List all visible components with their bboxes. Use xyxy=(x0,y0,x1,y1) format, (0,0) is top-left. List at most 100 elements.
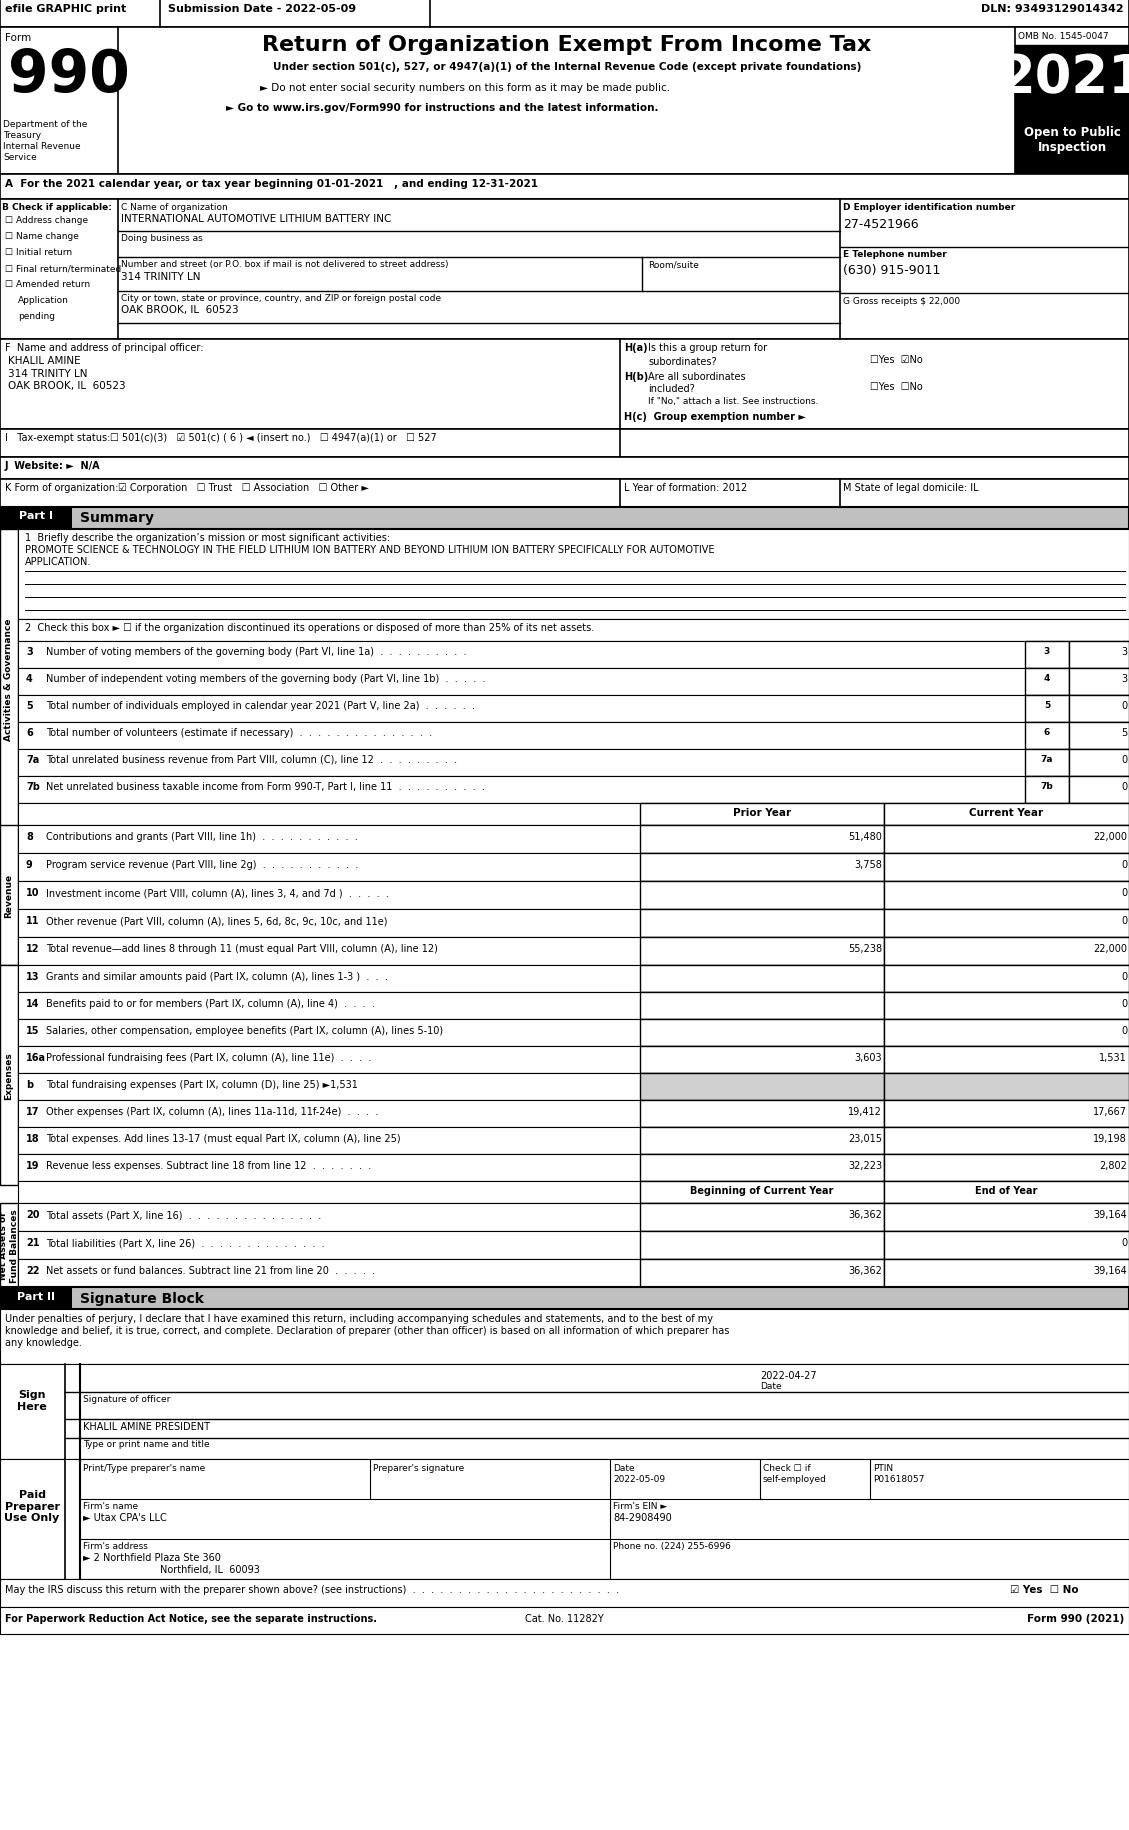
Text: 2022-04-27: 2022-04-27 xyxy=(760,1371,816,1380)
Text: Type or print name and title: Type or print name and title xyxy=(84,1438,210,1448)
Text: 2  Check this box ► ☐ if the organization discontinued its operations or dispose: 2 Check this box ► ☐ if the organization… xyxy=(25,622,594,633)
Text: 22: 22 xyxy=(26,1265,40,1276)
Text: 36,362: 36,362 xyxy=(848,1265,882,1276)
Text: 21: 21 xyxy=(26,1237,40,1248)
Bar xyxy=(0,176,1129,199)
Bar xyxy=(1069,642,1129,668)
Text: 13: 13 xyxy=(26,972,40,981)
Text: Salaries, other compensation, employee benefits (Part IX, column (A), lines 5-10: Salaries, other compensation, employee b… xyxy=(46,1025,443,1036)
Text: 6: 6 xyxy=(26,728,33,737)
Bar xyxy=(640,803,884,825)
Text: OAK BROOK, IL  60523: OAK BROOK, IL 60523 xyxy=(8,381,125,392)
Text: Number of independent voting members of the governing body (Part VI, line 1b)  .: Number of independent voting members of … xyxy=(46,673,485,684)
Text: Return of Organization Exempt From Income Tax: Return of Organization Exempt From Incom… xyxy=(262,35,872,55)
Text: Part I: Part I xyxy=(19,511,53,522)
Bar xyxy=(1069,668,1129,695)
Text: ► Utax CPA's LLC: ► Utax CPA's LLC xyxy=(84,1512,167,1523)
Text: Print/Type preparer's name: Print/Type preparer's name xyxy=(84,1464,205,1471)
Text: Revenue: Revenue xyxy=(5,873,14,917)
Bar xyxy=(0,1459,1129,1579)
Bar xyxy=(640,1047,884,1074)
Bar xyxy=(884,1100,1129,1127)
Text: 2,802: 2,802 xyxy=(1100,1160,1127,1171)
Text: DLN: 93493129014342: DLN: 93493129014342 xyxy=(981,4,1124,15)
Bar xyxy=(0,1607,1129,1634)
Text: ► Go to www.irs.gov/Form990 for instructions and the latest information.: ► Go to www.irs.gov/Form990 for instruct… xyxy=(226,102,658,113)
Text: Under section 501(c), 527, or 4947(a)(1) of the Internal Revenue Code (except pr: Under section 501(c), 527, or 4947(a)(1)… xyxy=(273,62,861,71)
Bar xyxy=(0,1286,72,1308)
Text: 8: 8 xyxy=(26,831,33,842)
Text: 0: 0 xyxy=(1121,999,1127,1008)
Bar xyxy=(0,507,72,529)
Text: 39,164: 39,164 xyxy=(1093,1210,1127,1219)
Bar xyxy=(0,529,18,829)
Text: 9: 9 xyxy=(26,860,33,869)
Text: P01618057: P01618057 xyxy=(873,1475,925,1482)
Text: 22,000: 22,000 xyxy=(1093,944,1127,953)
Text: 84-2908490: 84-2908490 xyxy=(613,1512,672,1523)
Bar xyxy=(18,966,1129,992)
Bar xyxy=(18,1019,1129,1047)
Bar xyxy=(18,825,1129,853)
Text: Is this a group return for: Is this a group return for xyxy=(648,342,767,353)
Text: 55,238: 55,238 xyxy=(848,944,882,953)
Text: 0: 0 xyxy=(1121,888,1127,897)
Text: Preparer's signature: Preparer's signature xyxy=(373,1464,464,1471)
Text: Phone no. (224) 255-6996: Phone no. (224) 255-6996 xyxy=(613,1541,730,1550)
Bar xyxy=(884,1232,1129,1259)
Text: 16a: 16a xyxy=(26,1052,46,1063)
Text: PROMOTE SCIENCE & TECHNOLOGY IN THE FIELD LITHIUM ION BATTERY AND BEYOND LITHIUM: PROMOTE SCIENCE & TECHNOLOGY IN THE FIEL… xyxy=(25,545,715,554)
Bar xyxy=(640,1100,884,1127)
Bar xyxy=(0,340,1129,430)
Text: 0: 0 xyxy=(1121,972,1127,981)
Bar xyxy=(884,1182,1129,1204)
Text: Check ☐ if: Check ☐ if xyxy=(763,1464,811,1471)
Text: 5: 5 xyxy=(1121,728,1127,737)
Bar xyxy=(0,1286,1129,1308)
Text: pending: pending xyxy=(18,311,55,320)
Text: F  Name and address of principal officer:: F Name and address of principal officer: xyxy=(5,342,203,353)
Text: Activities & Governance: Activities & Governance xyxy=(5,619,14,741)
Text: 0: 0 xyxy=(1121,781,1127,792)
Text: 51,480: 51,480 xyxy=(848,831,882,842)
Text: 3: 3 xyxy=(1121,646,1127,657)
Text: Total expenses. Add lines 13-17 (must equal Part IX, column (A), line 25): Total expenses. Add lines 13-17 (must eq… xyxy=(46,1133,401,1144)
Bar xyxy=(0,825,18,966)
Text: 39,164: 39,164 xyxy=(1093,1265,1127,1276)
Bar xyxy=(0,1363,1129,1459)
Text: Other expenses (Part IX, column (A), lines 11a-11d, 11f-24e)  .  .  .  .: Other expenses (Part IX, column (A), lin… xyxy=(46,1107,378,1116)
Text: included?: included? xyxy=(648,384,694,393)
Text: 3: 3 xyxy=(1121,673,1127,684)
Bar xyxy=(0,1579,1129,1607)
Text: 10: 10 xyxy=(26,888,40,897)
Text: KHALIL AMINE: KHALIL AMINE xyxy=(8,355,80,366)
Text: KHALIL AMINE PRESIDENT: KHALIL AMINE PRESIDENT xyxy=(84,1422,210,1431)
Text: Current Year: Current Year xyxy=(969,807,1043,818)
Bar xyxy=(1069,695,1129,723)
Bar xyxy=(884,1019,1129,1047)
Bar xyxy=(884,1074,1129,1100)
Text: 0: 0 xyxy=(1121,754,1127,765)
Bar xyxy=(18,882,1129,910)
Text: 27-4521966: 27-4521966 xyxy=(843,218,919,231)
Bar xyxy=(640,853,884,882)
Text: 314 TRINITY LN: 314 TRINITY LN xyxy=(121,273,201,282)
Bar xyxy=(1015,46,1129,123)
Bar xyxy=(1025,642,1069,668)
Bar xyxy=(18,668,1129,695)
Text: 18: 18 xyxy=(26,1133,40,1144)
Bar xyxy=(18,910,1129,937)
Bar xyxy=(640,1182,884,1204)
Text: 17,667: 17,667 xyxy=(1093,1107,1127,1116)
Bar xyxy=(884,1047,1129,1074)
Bar xyxy=(0,458,1129,479)
Text: End of Year: End of Year xyxy=(974,1186,1038,1195)
Text: 32,223: 32,223 xyxy=(848,1160,882,1171)
Text: Date: Date xyxy=(613,1464,634,1471)
Bar xyxy=(18,1074,1129,1100)
Bar xyxy=(640,882,884,910)
Text: H(b): H(b) xyxy=(624,371,648,382)
Bar xyxy=(884,937,1129,966)
Text: 7a: 7a xyxy=(26,754,40,765)
Text: subordinates?: subordinates? xyxy=(648,357,717,366)
